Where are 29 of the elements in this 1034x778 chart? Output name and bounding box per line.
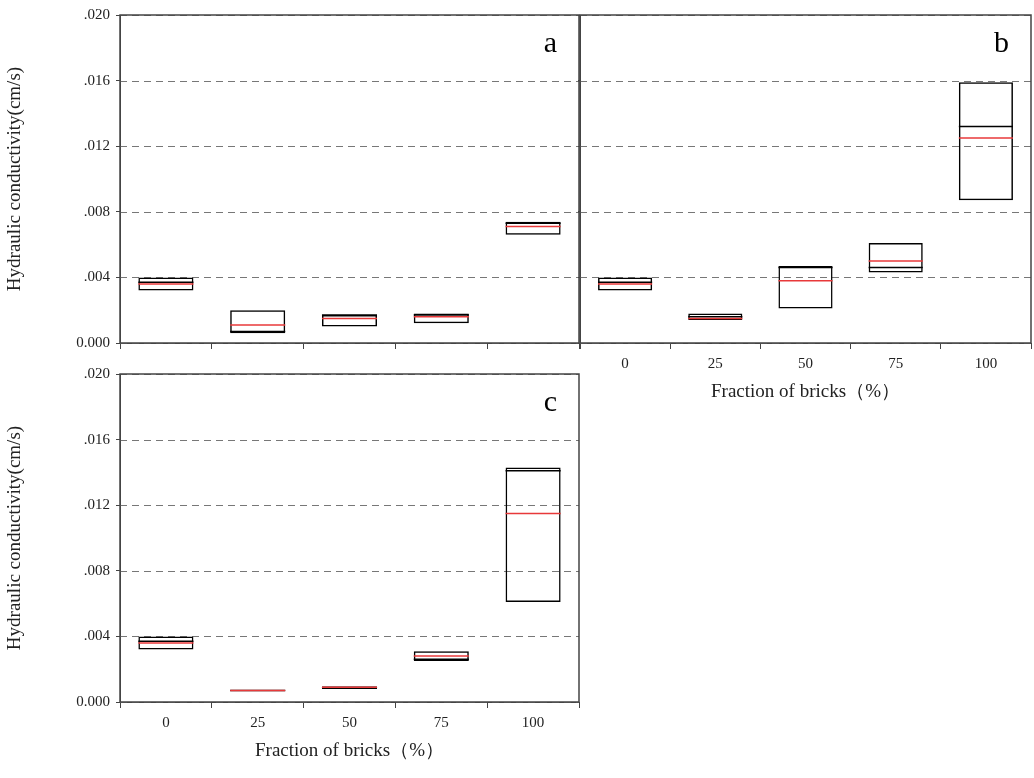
y-tick-label: .020 [83,5,110,22]
y-tick-label: 0.000 [76,692,110,709]
y-tick-label: .012 [83,137,110,154]
y-tick-label: .008 [83,202,110,219]
y-axis-title: Hydraulic conductivity(cm/s) [3,425,26,651]
x-tick-label: 75 [888,354,904,371]
x-tick-label: 100 [974,354,998,371]
x-tick-label: 100 [521,713,545,730]
x-tick-label: 0 [621,354,629,371]
y-tick-label: .004 [83,627,111,644]
y-tick-label: .004 [83,268,111,285]
x-tick-label: 75 [433,713,449,730]
x-tick-label: 50 [798,354,813,371]
y-tick-label: .012 [83,496,110,513]
annotation: b [994,24,1009,58]
x-axis-title: Fraction of bricks（%） [711,379,900,401]
y-tick-label: .008 [83,561,110,578]
y-axis-title: Hydraulic conductivity(cm/s) [3,66,26,292]
y-tick-label: .016 [83,430,111,447]
y-tick-label: .020 [83,364,110,381]
x-tick-label: 25 [707,354,723,371]
y-tick-label: .016 [83,71,111,88]
annotation: a [543,24,557,58]
y-tick-label: 0.000 [76,333,110,350]
x-axis-title: Fraction of bricks（%） [255,738,444,760]
x-tick-label: 50 [342,713,357,730]
annotation: c [543,383,557,417]
x-tick-label: 25 [250,713,266,730]
x-tick-label: 0 [162,713,170,730]
